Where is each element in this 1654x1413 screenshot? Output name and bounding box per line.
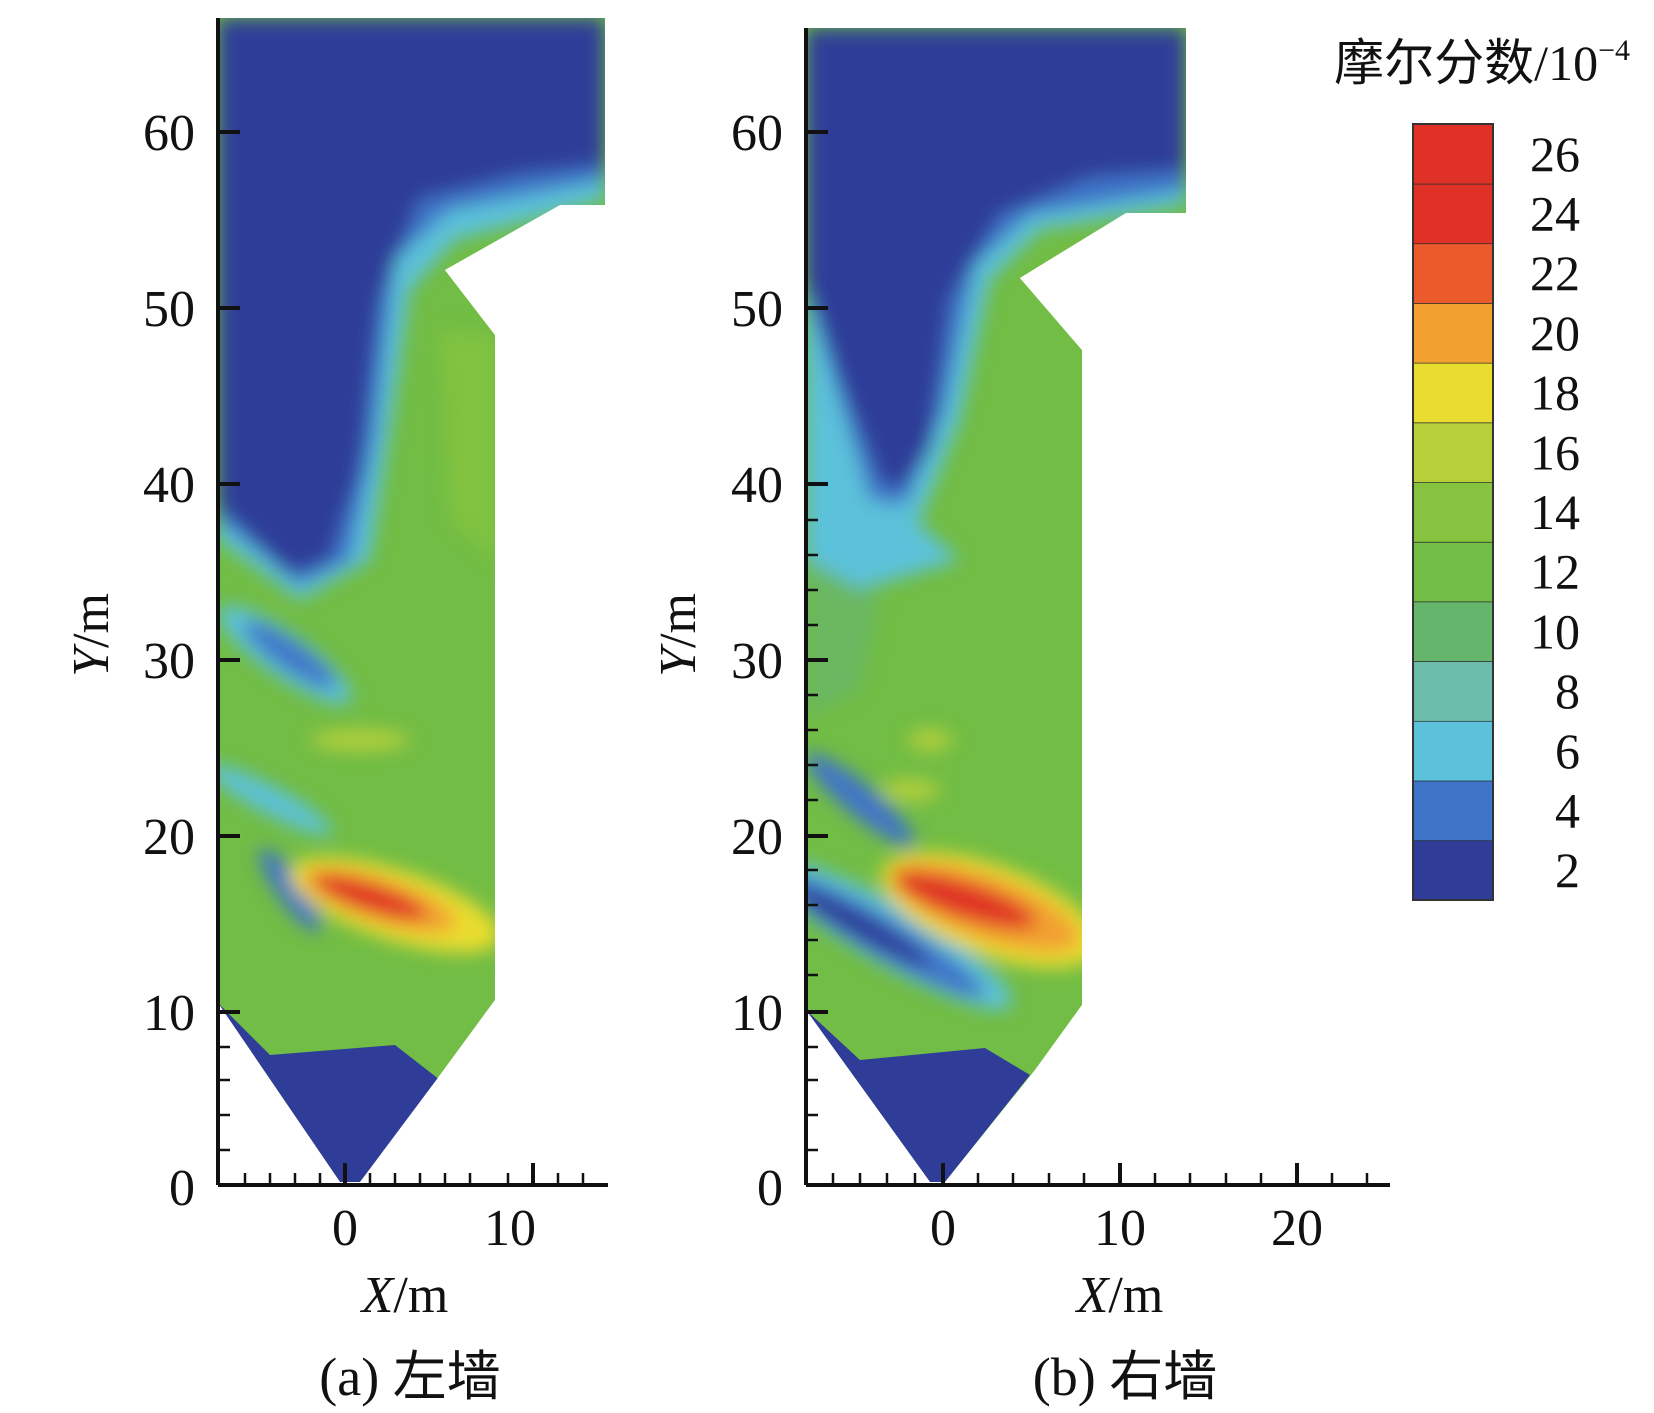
- panel-b-caption: (b) 右墙: [1033, 1347, 1217, 1407]
- panel-b-xtick: 0: [930, 1200, 956, 1257]
- panel-a-ytick: 20: [143, 809, 195, 866]
- panel-b-xtick: 20: [1271, 1200, 1323, 1257]
- colorbar-band: [1413, 780, 1493, 841]
- panel-b-ytick: 40: [731, 457, 783, 514]
- colorbar-tick-label: 12: [1530, 544, 1580, 600]
- panel-a: 0 10 20 30 40 50 60 0 10 X/m Y/m (a) 左墙: [63, 18, 608, 1407]
- panel-a-ytick: 50: [143, 281, 195, 338]
- panel-a-ytick: 40: [143, 457, 195, 514]
- colorbar-tick-label: 26: [1530, 126, 1580, 182]
- colorbar-tick-label: 18: [1530, 365, 1580, 421]
- colorbar-tick-label: 14: [1530, 484, 1580, 540]
- colorbar-tick-label: 10: [1530, 603, 1580, 659]
- panel-a-ylabel: Y/m: [63, 593, 120, 677]
- panel-a-ytick: 10: [143, 985, 195, 1042]
- colorbar-band: [1413, 601, 1493, 662]
- colorbar-band: [1413, 661, 1493, 721]
- panel-b-xtick: 10: [1094, 1200, 1146, 1257]
- colorbar-band: [1413, 243, 1493, 304]
- panel-a-xtick: 0: [332, 1200, 358, 1257]
- panel-b-ytick: 50: [731, 281, 783, 338]
- panel-a-ytick: 0: [169, 1160, 195, 1217]
- colorbar-band: [1413, 303, 1493, 363]
- panel-b-contour-field: [806, 28, 1186, 1182]
- colorbar-band: [1413, 422, 1493, 483]
- panel-b-axes: [804, 28, 1390, 1187]
- panel-a-contour-field: [218, 18, 605, 1182]
- panel-b-ylabel: Y/m: [650, 593, 707, 677]
- colorbar-title: 摩尔分数/10−4: [1334, 34, 1630, 91]
- panel-a-xtick: 10: [484, 1200, 536, 1257]
- colorbar-tick-label: 22: [1530, 245, 1580, 301]
- panel-b: 0 10 20 30 40 50 60 0 10 20 X/m Y/m (b) …: [650, 28, 1390, 1407]
- colorbar-tick-label: 16: [1530, 424, 1580, 480]
- panel-b-ytick: 10: [731, 985, 783, 1042]
- colorbar-band: [1413, 183, 1493, 244]
- colorbar-band: [1413, 840, 1493, 900]
- panel-b-xticks: 0 10 20: [930, 1200, 1323, 1257]
- panel-b-ytick: 60: [731, 105, 783, 162]
- panel-a-caption: (a) 左墙: [319, 1347, 500, 1407]
- colorbar-frame: [1412, 123, 1494, 901]
- panel-a-yticks: 0 10 20 30 40 50 60: [143, 105, 195, 1217]
- colorbar-tick-label: 2: [1555, 842, 1580, 898]
- panel-b-ytick: 0: [757, 1160, 783, 1217]
- colorbar-band: [1413, 541, 1493, 602]
- panel-a-axes: [216, 18, 608, 1187]
- colorbar-band: [1413, 124, 1493, 184]
- panel-a-ytick: 60: [143, 105, 195, 162]
- colorbar-tick-label: 6: [1555, 723, 1580, 779]
- panel-a-xticks: 0 10: [332, 1200, 536, 1257]
- panel-b-xlabel: X/m: [1075, 1267, 1164, 1324]
- colorbar-band: [1413, 482, 1493, 542]
- colorbar-tick-label: 8: [1555, 663, 1580, 719]
- panel-b-ytick: 30: [731, 633, 783, 690]
- colorbar-tick-label: 24: [1530, 186, 1580, 242]
- panel-a-ytick: 30: [143, 633, 195, 690]
- colorbar-tick-label: 20: [1530, 305, 1580, 361]
- panel-b-ytick: 20: [731, 809, 783, 866]
- colorbar-band: [1413, 362, 1493, 423]
- panel-a-xlabel: X/m: [360, 1267, 449, 1324]
- colorbar-band: [1413, 720, 1493, 781]
- colorbar-bands: [1413, 123, 1493, 900]
- panel-b-yticks: 0 10 20 30 40 50 60: [731, 105, 783, 1217]
- colorbar-tick-label: 4: [1555, 782, 1580, 838]
